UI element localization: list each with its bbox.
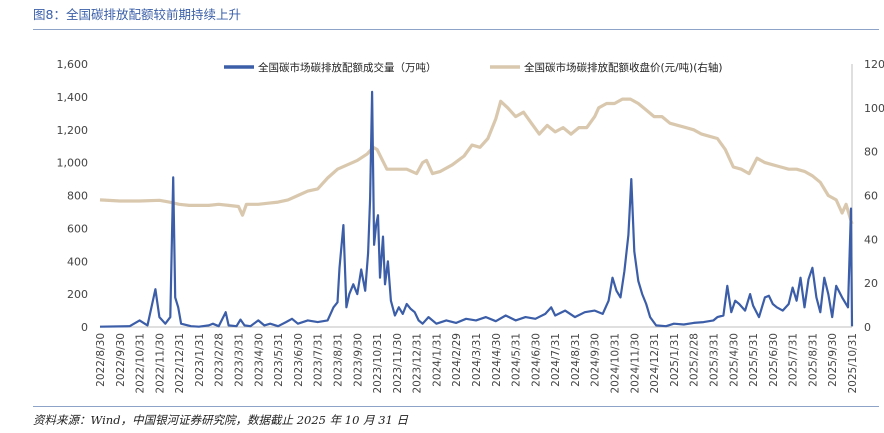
chart-title: 图8：全国碳排放配额较前期持续上升 [33, 7, 241, 22]
series-layer [99, 90, 854, 328]
x-tick-label: 2025/3/31 [708, 333, 720, 387]
x-tick-label: 2023/7/31 [313, 333, 325, 387]
x-tick-label: 2024/3/31 [471, 333, 483, 387]
source-note: 资料来源：Wind，中国银河证券研究院，数据截止 2025 年 10 月 31 … [33, 413, 409, 427]
x-tick-label: 2025/4/30 [728, 333, 740, 387]
x-tick-label: 2023/9/30 [352, 333, 364, 387]
x-tick-label: 2024/1/31 [431, 333, 443, 387]
top-divider [33, 29, 879, 30]
x-tick-label: 2023/4/30 [253, 333, 265, 387]
x-tick-label: 2023/11/30 [392, 333, 404, 394]
x-tick-label: 2024/9/30 [590, 333, 602, 387]
x-tick-label: 2024/7/31 [550, 333, 562, 387]
price-series-line [99, 97, 854, 225]
x-tick-label: 2023/8/31 [332, 333, 344, 387]
x-tick-label: 2025/2/28 [689, 333, 701, 387]
x-tick-label: 2025/8/31 [807, 333, 819, 387]
y-left-tick-label: 1,400 [57, 91, 89, 104]
x-tick-label: 2023/10/31 [372, 333, 384, 394]
x-tick-label: 2024/8/31 [570, 333, 582, 387]
y-right-tick-label: 100 [864, 102, 884, 115]
x-tick-label: 2022/9/30 [115, 333, 127, 387]
y-left-tick-label: 1,000 [57, 157, 89, 170]
x-tick-label: 2024/4/30 [491, 333, 503, 387]
y-left-tick-label: 1,200 [57, 124, 89, 137]
x-tick-label: 2023/3/31 [234, 333, 246, 387]
y-left-tick-label: 1,600 [57, 58, 89, 71]
legend-label: 全国碳市场碳排放配额收盘价(元/吨)(右轴) [524, 61, 722, 74]
x-tick-label: 2023/5/31 [273, 333, 285, 387]
y-right-tick-label: 60 [864, 190, 878, 203]
y-left-tick-label: 800 [67, 190, 88, 203]
x-tick-label: 2024/5/31 [511, 333, 523, 387]
x-tick-label: 2025/7/31 [788, 333, 800, 387]
x-tick-label: 2024/6/30 [530, 333, 542, 387]
x-tick-label: 2024/11/30 [629, 333, 641, 394]
x-tick-label: 2024/12/31 [649, 333, 661, 394]
x-tick-label: 2022/11/30 [154, 333, 166, 394]
y-left-tick-label: 200 [67, 288, 88, 301]
y-left-tick-label: 0 [81, 321, 88, 334]
legend-label: 全国碳市场碳排放配额成交量（万吨） [258, 61, 437, 74]
x-tick-label: 2024/2/29 [451, 333, 463, 387]
axes-layer: 0 200 400 600 800 1,000 1,200 1,400 1,600 0 20 40 60… [57, 58, 884, 394]
y-right-tick-label: 40 [864, 233, 878, 246]
bottom-divider [33, 406, 879, 407]
x-tick-label: 2025/10/31 [847, 333, 859, 394]
volume-series-line [99, 90, 854, 328]
chart-canvas: 0 200 400 600 800 1,000 1,200 1,400 1,600 0 20 40 60… [57, 58, 884, 394]
legend: 全国碳市场碳排放配额成交量（万吨） 全国碳市场碳排放配额收盘价(元/吨)(右轴) [224, 61, 722, 74]
x-tick-label: 2024/10/31 [610, 333, 622, 394]
x-tick-label: 2023/2/28 [214, 333, 226, 387]
x-tick-label: 2023/1/31 [194, 333, 206, 387]
x-tick-label: 2025/1/31 [669, 333, 681, 387]
y-left-tick-label: 600 [67, 222, 88, 235]
x-tick-label: 2023/6/30 [293, 333, 305, 387]
x-tick-label: 2022/8/30 [95, 333, 107, 387]
x-tick-label: 2025/5/31 [748, 333, 760, 387]
y-left-tick-label: 400 [67, 255, 88, 268]
x-tick-label: 2023/12/31 [412, 333, 424, 394]
x-tick-label: 2025/9/30 [827, 333, 839, 387]
x-tick-label: 2025/6/30 [768, 333, 780, 387]
y-right-tick-label: 20 [864, 277, 878, 290]
y-right-tick-label: 80 [864, 146, 878, 159]
y-right-tick-label: 0 [864, 321, 871, 334]
x-tick-label: 2022/12/31 [174, 333, 186, 394]
x-tick-label: 2022/10/31 [135, 333, 147, 394]
y-right-tick-label: 120 [864, 58, 884, 71]
